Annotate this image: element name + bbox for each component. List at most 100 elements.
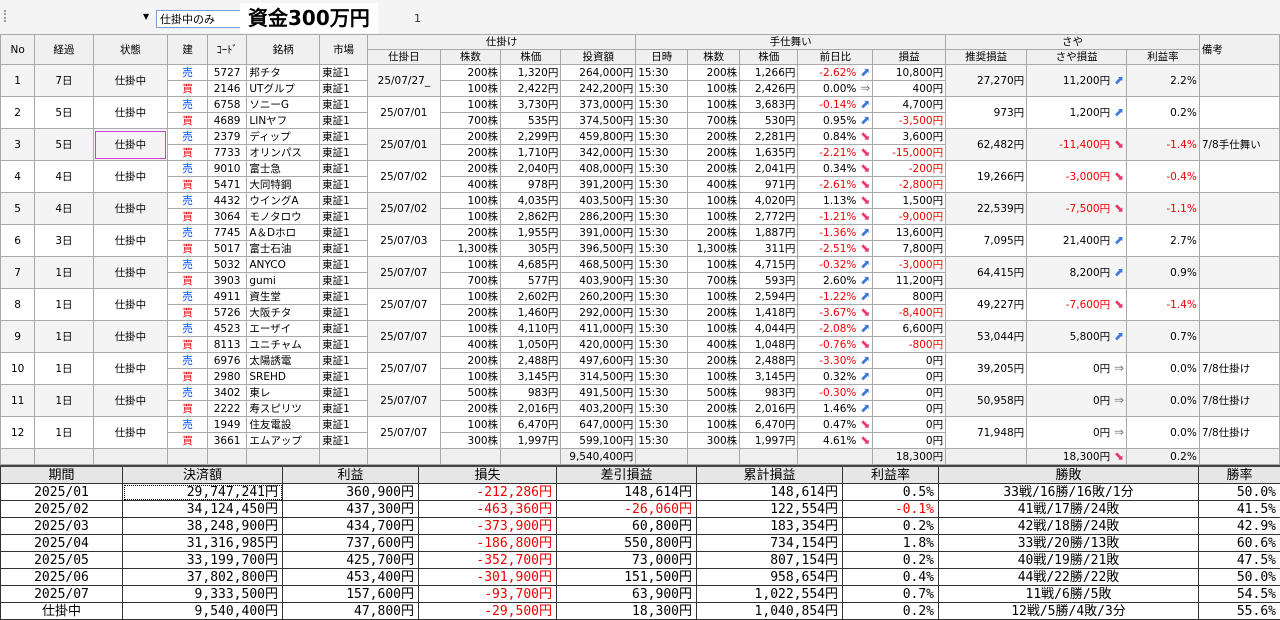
cell-prev-change[interactable]: -0.76% ⬊ bbox=[798, 337, 873, 353]
summary-cell[interactable]: 151,500円 bbox=[557, 569, 697, 586]
cell-inv[interactable]: 342,000円 bbox=[561, 145, 636, 161]
cell-name[interactable]: 東レ bbox=[247, 385, 320, 401]
summary-cell[interactable]: 11戦/6勝/5敗 bbox=[939, 586, 1199, 603]
cell-qty[interactable]: 200株 bbox=[440, 129, 500, 145]
cell-cprice[interactable]: 1,048円 bbox=[740, 337, 798, 353]
cell-note[interactable]: 7/8仕掛け bbox=[1199, 385, 1279, 417]
cell-code[interactable]: 4432 bbox=[207, 193, 247, 209]
cell-cprice[interactable]: 6,470円 bbox=[740, 417, 798, 433]
cell-no[interactable]: 11 bbox=[1, 385, 35, 417]
summary-cell[interactable]: 50.0% bbox=[1199, 484, 1280, 501]
cell-time[interactable]: 15:30 bbox=[636, 401, 688, 417]
cell-qty[interactable]: 200株 bbox=[440, 401, 500, 417]
cell-market[interactable]: 東証1 bbox=[320, 321, 368, 337]
cell-no[interactable]: 6 bbox=[1, 225, 35, 257]
cell-price[interactable]: 6,470円 bbox=[501, 417, 561, 433]
summary-header[interactable]: 利益 bbox=[283, 466, 419, 484]
col-open-date[interactable]: 仕掛日 bbox=[367, 50, 440, 65]
cell-note[interactable]: 7/8仕掛け bbox=[1199, 417, 1279, 449]
cell-cprice[interactable]: 2,772円 bbox=[740, 209, 798, 225]
cell-cqty[interactable]: 100株 bbox=[688, 97, 740, 113]
cell-cprice[interactable]: 2,594円 bbox=[740, 289, 798, 305]
cell-prev-change[interactable]: -1.36% ⬈ bbox=[798, 225, 873, 241]
cell-market[interactable]: 東証1 bbox=[320, 225, 368, 241]
cell-no[interactable]: 9 bbox=[1, 321, 35, 353]
summary-cell[interactable]: -301,900円 bbox=[419, 569, 557, 586]
cell-pl[interactable]: 13,600円 bbox=[873, 225, 946, 241]
cell-note[interactable]: 7/8手仕舞い bbox=[1199, 129, 1279, 161]
cell-pl[interactable]: 400円 bbox=[873, 81, 946, 97]
cell-qty[interactable]: 100株 bbox=[440, 289, 500, 305]
summary-header[interactable]: 損失 bbox=[419, 466, 557, 484]
cell-prev-change[interactable]: -1.22% ⬈ bbox=[798, 289, 873, 305]
summary-cell[interactable]: 0.4% bbox=[843, 569, 939, 586]
summary-cell[interactable]: 9,540,400円 bbox=[123, 603, 283, 620]
summary-cell[interactable]: 2025/03 bbox=[1, 518, 123, 535]
cell-prev-change[interactable]: -3.67% ⬊ bbox=[798, 305, 873, 321]
summary-cell[interactable]: 44戦/22勝/22敗 bbox=[939, 569, 1199, 586]
cell-inv[interactable]: 491,500円 bbox=[561, 385, 636, 401]
cell-inv[interactable]: 408,000円 bbox=[561, 161, 636, 177]
cell-no[interactable]: 5 bbox=[1, 193, 35, 225]
cell-name[interactable]: A＆Dホロ bbox=[247, 225, 320, 241]
cell-qty[interactable]: 1,300株 bbox=[440, 241, 500, 257]
cell-open-date[interactable]: 25/07/07 bbox=[367, 257, 440, 289]
summary-cell[interactable]: 453,400円 bbox=[283, 569, 419, 586]
cell-status[interactable]: 仕掛中 bbox=[93, 321, 168, 353]
cell-prev-change[interactable]: -2.08% ⬈ bbox=[798, 321, 873, 337]
cell-time[interactable]: 15:30 bbox=[636, 225, 688, 241]
cell-cprice[interactable]: 1,997円 bbox=[740, 433, 798, 449]
cell-code[interactable]: 5727 bbox=[207, 65, 247, 81]
summary-cell[interactable]: 183,354円 bbox=[697, 518, 843, 535]
cell-cqty[interactable]: 700株 bbox=[688, 273, 740, 289]
cell-qty[interactable]: 100株 bbox=[440, 321, 500, 337]
cell-time[interactable]: 15:30 bbox=[636, 161, 688, 177]
cell-inv[interactable]: 396,500円 bbox=[561, 241, 636, 257]
cell-status[interactable]: 仕掛中 bbox=[93, 385, 168, 417]
cell-market[interactable]: 東証1 bbox=[320, 289, 368, 305]
cell-side[interactable]: 売 bbox=[168, 321, 208, 337]
cell-price[interactable]: 2,299円 bbox=[501, 129, 561, 145]
cell-elapsed[interactable]: 1日 bbox=[35, 257, 93, 289]
cell-code[interactable]: 2146 bbox=[207, 81, 247, 97]
cell-prev-change[interactable]: -0.32% ⬈ bbox=[798, 257, 873, 273]
cell-cqty[interactable]: 100株 bbox=[688, 209, 740, 225]
cell-rec-pl[interactable]: 22,539円 bbox=[946, 193, 1027, 225]
cell-elapsed[interactable]: 5日 bbox=[35, 97, 93, 129]
cell-ratio[interactable]: 0.0% bbox=[1127, 385, 1200, 417]
cell-pl[interactable]: 6,600円 bbox=[873, 321, 946, 337]
cell-prev-change[interactable]: -3.30% ⬈ bbox=[798, 353, 873, 369]
cell-pl[interactable]: 7,800円 bbox=[873, 241, 946, 257]
cell-status[interactable]: 仕掛中 bbox=[93, 257, 168, 289]
cell-qty[interactable]: 100株 bbox=[440, 97, 500, 113]
cell-price[interactable]: 1,997円 bbox=[501, 433, 561, 449]
cell-ratio[interactable]: -1.4% bbox=[1127, 129, 1200, 161]
cell-cprice[interactable]: 2,016円 bbox=[740, 401, 798, 417]
cell-market[interactable]: 東証1 bbox=[320, 177, 368, 193]
cell-elapsed[interactable]: 1日 bbox=[35, 417, 93, 449]
summary-header[interactable]: 利益率 bbox=[843, 466, 939, 484]
summary-cell[interactable]: 9,333,500円 bbox=[123, 586, 283, 603]
cell-inv[interactable]: 374,500円 bbox=[561, 113, 636, 129]
cell-cprice[interactable]: 530円 bbox=[740, 113, 798, 129]
cell-rec-pl[interactable]: 7,095円 bbox=[946, 225, 1027, 257]
cell-elapsed[interactable]: 1日 bbox=[35, 289, 93, 321]
cell-price[interactable]: 983円 bbox=[501, 385, 561, 401]
summary-cell[interactable]: -352,700円 bbox=[419, 552, 557, 569]
cell-code[interactable]: 2980 bbox=[207, 369, 247, 385]
cell-qty[interactable]: 200株 bbox=[440, 145, 500, 161]
cell-cqty[interactable]: 300株 bbox=[688, 433, 740, 449]
cell-spread-pl[interactable]: 0円 ⇒ bbox=[1027, 417, 1127, 449]
col-elapsed[interactable]: 経過 bbox=[35, 35, 93, 65]
cell-elapsed[interactable]: 4日 bbox=[35, 193, 93, 225]
summary-cell[interactable]: 仕掛中 bbox=[1, 603, 123, 620]
cell-code[interactable]: 1949 bbox=[207, 417, 247, 433]
cell-qty[interactable]: 200株 bbox=[440, 225, 500, 241]
summary-cell[interactable]: 148,614円 bbox=[557, 484, 697, 501]
summary-cell[interactable]: 50.0% bbox=[1199, 569, 1280, 586]
